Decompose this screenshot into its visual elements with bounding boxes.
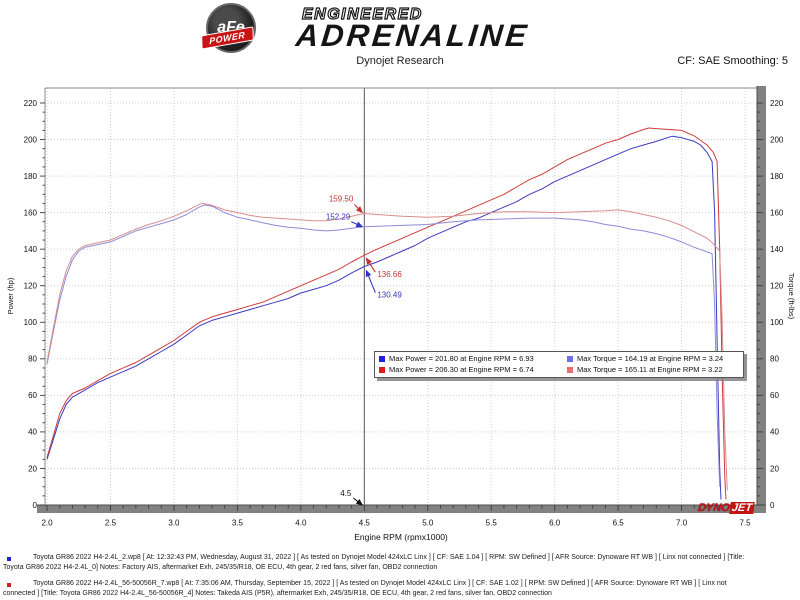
torque-stock-curve [46, 204, 721, 487]
annotation-arrow-icon [352, 497, 364, 506]
svg-text:140: 140 [24, 245, 38, 254]
legend-box: Max Power = 201.80 at Engine RPM = 6.93 … [374, 351, 744, 378]
dynojet-logo: DYNOJET [697, 502, 755, 514]
torque-takeda-curve [46, 202, 728, 491]
y-axis-right-title: Torque (ft-lbs) [787, 273, 796, 320]
svg-text:2.5: 2.5 [105, 519, 117, 528]
power-takeda-curve [46, 127, 727, 500]
svg-text:6.5: 6.5 [613, 519, 625, 528]
annotation-value: 130.49 [377, 291, 402, 300]
svg-text:6.0: 6.0 [549, 519, 561, 528]
annotation-arrow-icon [365, 269, 376, 293]
y-axis-left-title: Power (hp) [6, 277, 15, 314]
legend-label: Max Power = 206.30 at Engine RPM = 6.74 [389, 365, 534, 374]
annotation-value: 152.29 [326, 213, 351, 222]
svg-text:40: 40 [28, 428, 37, 437]
svg-text:100: 100 [24, 318, 38, 327]
x-axis-title: Engine RPM (rpmx1000) [354, 532, 448, 542]
legend-swatch-lightblue-icon [567, 355, 573, 362]
chart-title: Dynojet Research [356, 55, 444, 67]
svg-text:3.0: 3.0 [168, 519, 180, 528]
legend-item-power-stock: Max Power = 201.80 at Engine RPM = 6.93 [379, 354, 567, 363]
dynojet-logo-dyno: DYNO [697, 502, 731, 514]
svg-text:60: 60 [28, 391, 37, 400]
svg-text:0: 0 [770, 501, 775, 510]
legend-swatch-lightred-icon [567, 366, 573, 373]
logo-engineered-text: ENGINEERED [301, 5, 423, 23]
smoothing-label: CF: SAE Smoothing: 5 [677, 55, 788, 67]
legend-item-torque-stock: Max Torque = 164.19 at Engine RPM = 3.24 [567, 354, 739, 363]
power-stock-curve [46, 135, 722, 500]
svg-text:220: 220 [24, 99, 38, 108]
legend-label: Max Torque = 165.11 at Engine RPM = 3.22 [577, 365, 723, 374]
dynojet-logo-jet: JET [728, 502, 755, 514]
annotation-arrow-icon [351, 221, 364, 228]
run2-bullet-icon [7, 583, 11, 587]
svg-text:120: 120 [770, 282, 784, 291]
svg-text:220: 220 [770, 99, 784, 108]
legend-item-torque-takeda: Max Torque = 165.11 at Engine RPM = 3.22 [567, 365, 739, 374]
svg-text:0: 0 [33, 501, 38, 510]
annotation-value: 159.50 [329, 195, 354, 204]
svg-text:20: 20 [770, 464, 779, 473]
svg-text:3.5: 3.5 [232, 519, 244, 528]
svg-text:7.0: 7.0 [676, 519, 688, 528]
svg-text:180: 180 [770, 172, 784, 181]
run1-description-line2: Toyota GR86 2022 H4-2.4L_0] Notes: Facto… [3, 564, 438, 571]
svg-text:5.5: 5.5 [486, 519, 498, 528]
run1-bullet-icon [7, 557, 11, 561]
svg-text:80: 80 [28, 355, 37, 364]
annotation-value: 4.5 [340, 489, 352, 498]
svg-text:40: 40 [770, 428, 779, 437]
svg-text:5.0: 5.0 [422, 519, 434, 528]
svg-text:100: 100 [770, 318, 784, 327]
svg-text:200: 200 [770, 135, 784, 144]
legend-swatch-red-icon [379, 366, 385, 373]
run2-description-line2: connected ] [Title: Toyota GR86 2022 H4-… [3, 590, 552, 597]
svg-text:180: 180 [24, 172, 38, 181]
y-axis-right-bar [757, 86, 766, 513]
legend-label: Max Torque = 164.19 at Engine RPM = 3.24 [577, 354, 724, 363]
run1-description-line1: Toyota GR86 2022 H4-2.4L_2.wp8 [ At: 12:… [33, 554, 745, 561]
svg-text:4.0: 4.0 [295, 519, 307, 528]
svg-text:60: 60 [770, 391, 779, 400]
svg-text:20: 20 [28, 464, 37, 473]
svg-text:4.5: 4.5 [359, 519, 371, 528]
annotation-arrow-icon [365, 257, 376, 273]
svg-text:160: 160 [770, 208, 784, 217]
svg-text:7.5: 7.5 [740, 519, 752, 528]
legend-swatch-blue-icon [379, 355, 385, 362]
annotation-arrow-icon [353, 204, 364, 214]
svg-text:160: 160 [24, 208, 38, 217]
run2-description-line1: Toyota GR86 2022 H4-2.4L_56-50056R_7.wp8… [33, 580, 727, 587]
x-axis-bar [37, 505, 766, 513]
legend-item-power-takeda: Max Power = 206.30 at Engine RPM = 6.74 [379, 365, 567, 374]
svg-text:140: 140 [770, 245, 784, 254]
svg-text:80: 80 [770, 355, 779, 364]
annotation-value: 136.66 [377, 270, 402, 279]
axis-ticks: 2.0 2.5 3.0 3.5 4.0 4.5 5.0 5.5 6.0 6.5 7.0 7.5 0 20 4… [24, 99, 784, 528]
svg-text:200: 200 [24, 135, 38, 144]
legend-label: Max Power = 201.80 at Engine RPM = 6.93 [389, 354, 534, 363]
svg-text:120: 120 [24, 282, 38, 291]
svg-text:2.0: 2.0 [41, 519, 53, 528]
